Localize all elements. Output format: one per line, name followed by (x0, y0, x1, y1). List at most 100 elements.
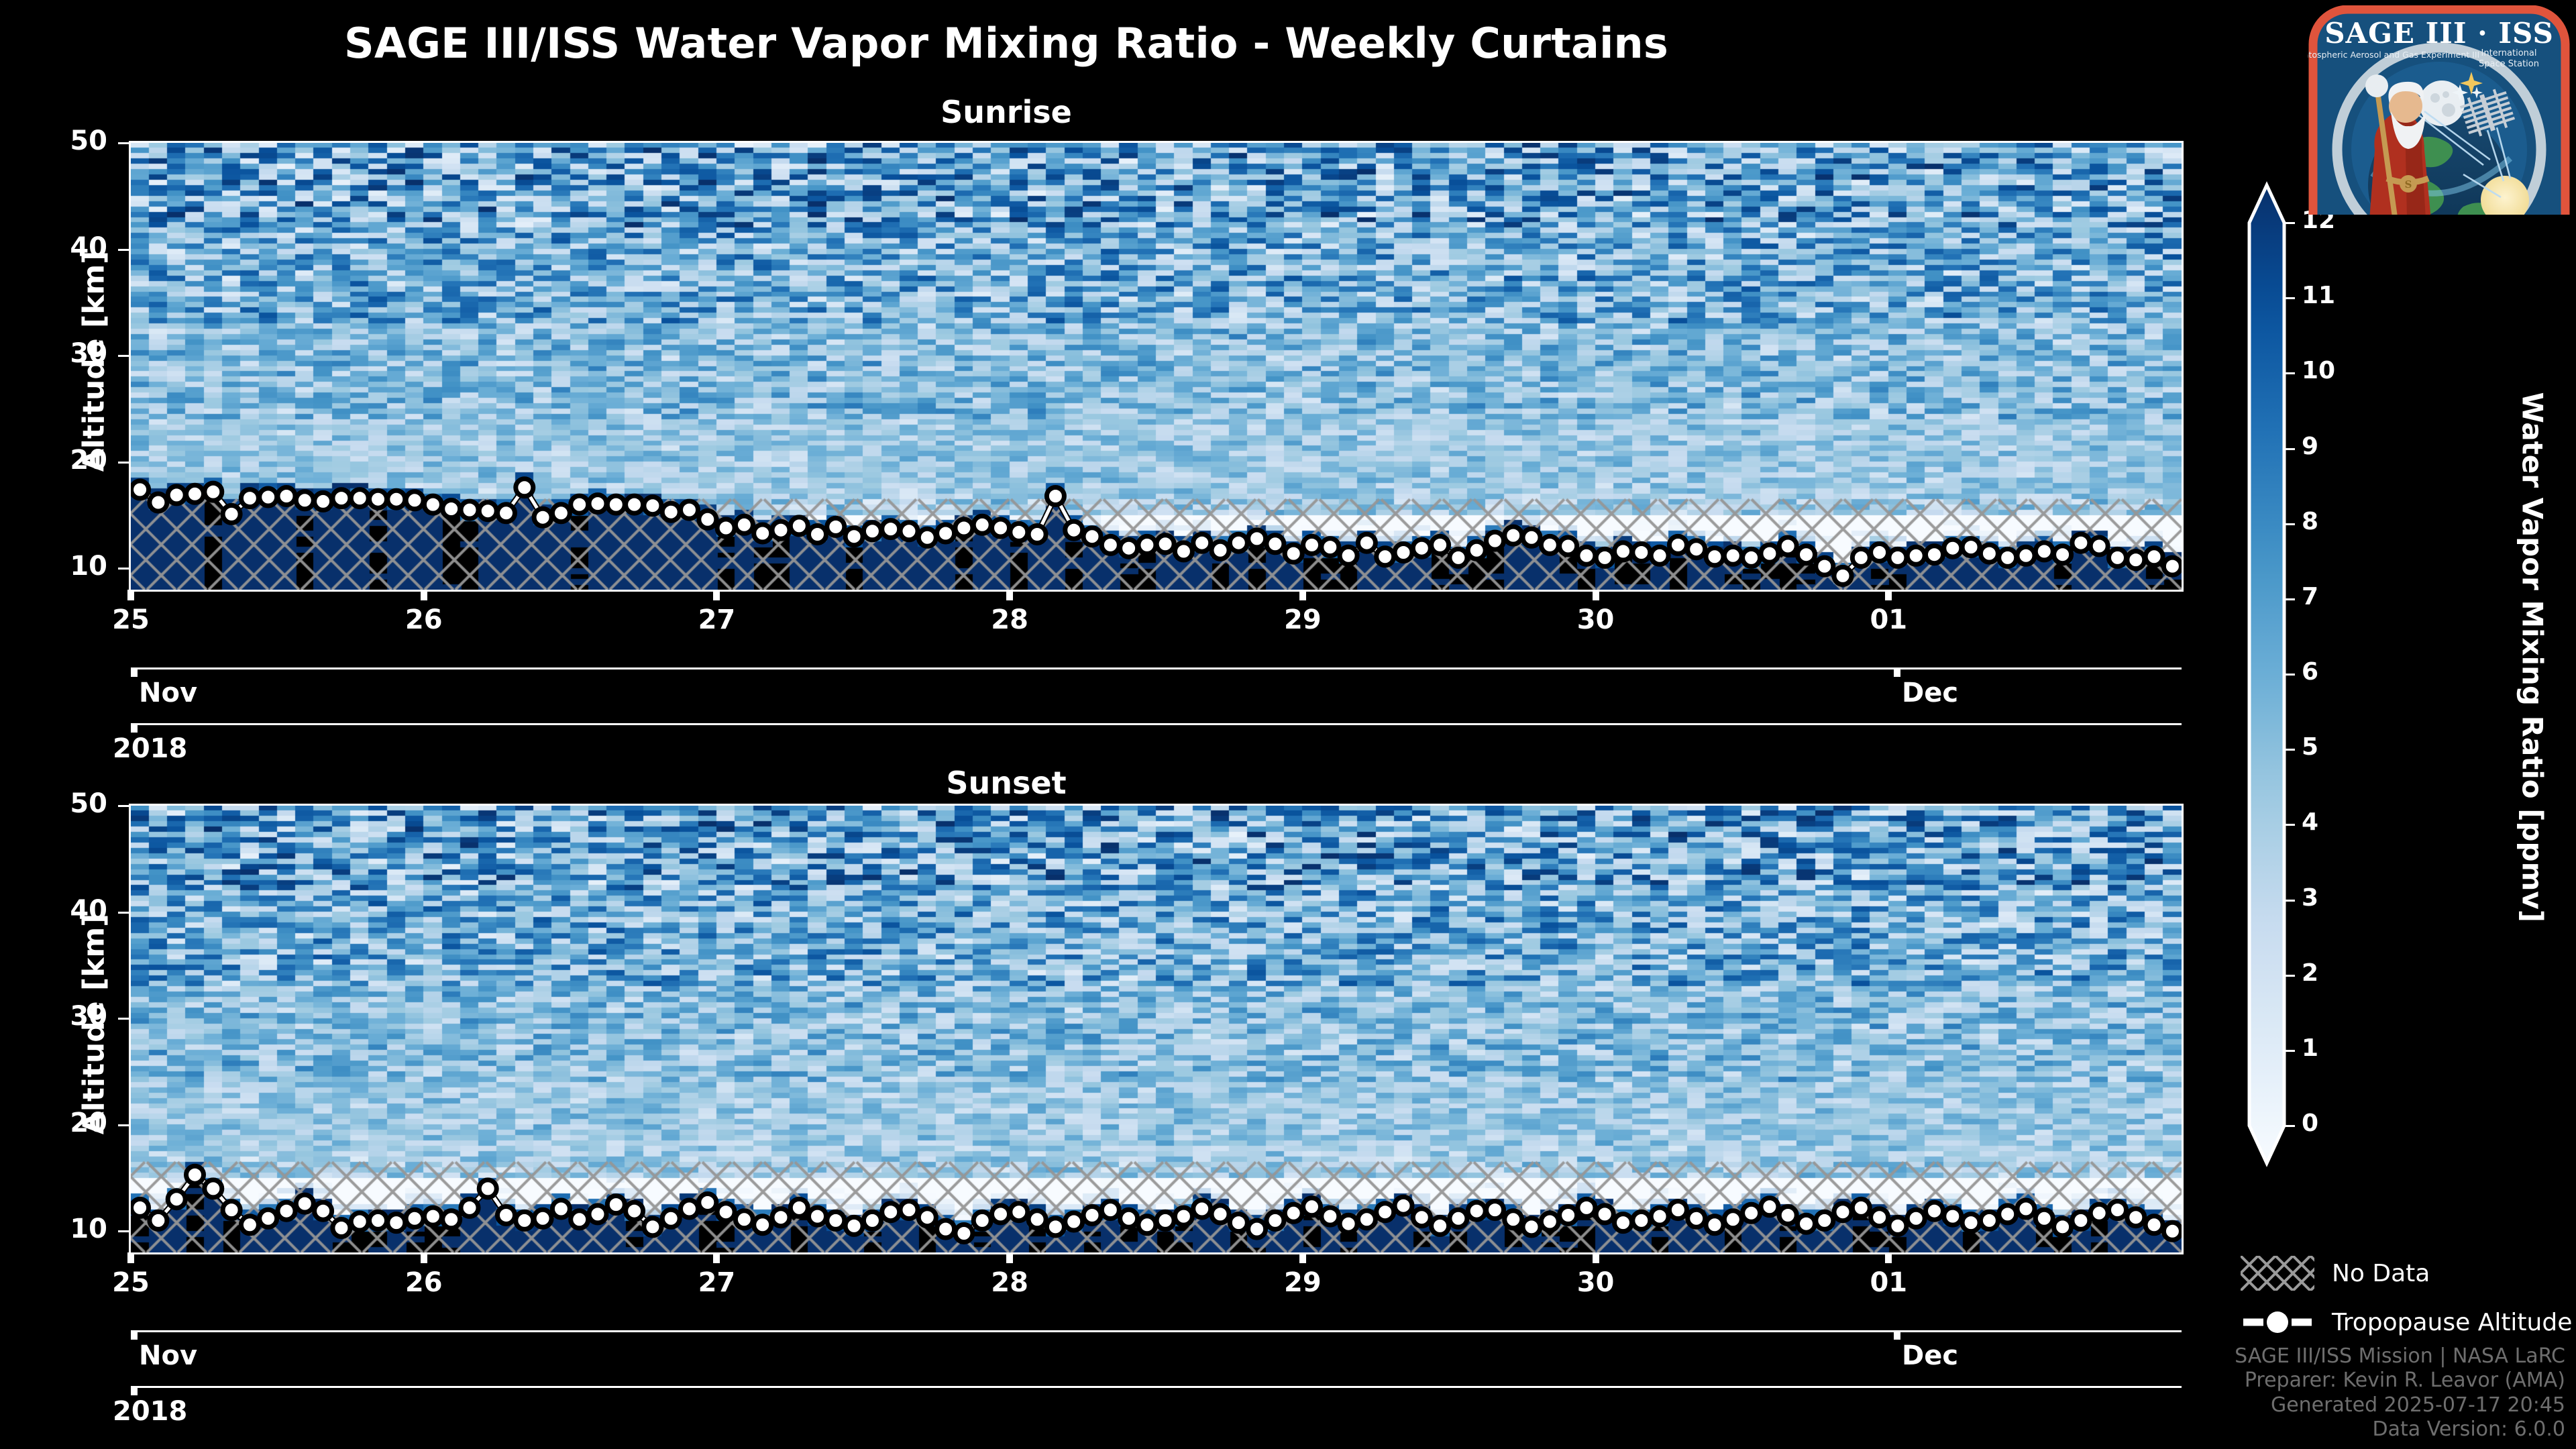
tropopause-marker (1227, 1212, 1250, 1234)
tropopause-marker (1136, 1214, 1159, 1236)
tropopause-marker (348, 487, 371, 510)
tropopause-marker (714, 517, 737, 539)
tropopause-marker (1520, 1216, 1543, 1238)
tropopause-marker (1410, 537, 1433, 559)
tropopause-marker (1776, 535, 1799, 557)
tropopause-marker (1227, 531, 1250, 554)
tropopause-marker (1374, 545, 1397, 568)
tropopause-marker (165, 1188, 188, 1211)
tropopause-marker (1044, 1216, 1067, 1238)
tropopause-marker (403, 1207, 426, 1230)
y-tick-label-20: 20 (70, 1107, 107, 1138)
tropopause-marker (513, 476, 536, 499)
tropopause-marker (131, 1196, 152, 1219)
tropopause-marker (1538, 533, 1561, 556)
tropopause-marker (659, 1207, 682, 1230)
tropopause-marker (1831, 564, 1854, 587)
x-tick-label-30: 30 (1576, 604, 1615, 635)
colorbar-tick-mark-4 (2284, 824, 2295, 826)
tropopause-marker (2161, 555, 2182, 578)
tropopause-marker (1246, 1218, 1269, 1240)
tropopause-marker (1557, 535, 1580, 557)
tropopause-marker (1666, 1199, 1689, 1222)
tropopause-marker (971, 513, 994, 536)
year-band-tick-sunrise (131, 723, 138, 733)
year-band-rule-sunrise (131, 723, 2182, 725)
x-tick-label-26: 26 (405, 604, 443, 635)
legend-item-no-data[interactable]: No Data (2241, 1256, 2430, 1291)
colorbar-tick-mark-12 (2284, 222, 2295, 224)
year-band-rule-sunset (131, 1386, 2182, 1388)
tropopause-marker (385, 488, 408, 511)
tropopause-marker (1520, 526, 1543, 549)
x-tick-mark-30 (1592, 590, 1599, 600)
tropopause-marker (989, 517, 1012, 539)
tropopause-marker (2033, 1207, 2055, 1230)
tropopause-marker (549, 502, 572, 525)
x-tick-mark-29 (1299, 1252, 1306, 1263)
tropopause-marker (843, 525, 865, 548)
svg-text:SAGE III · ISS: SAGE III · ISS (2324, 17, 2554, 50)
year-label-sunrise: 2018 (113, 733, 188, 764)
tropopause-marker (202, 1177, 225, 1200)
tropopause-marker (1447, 1207, 1470, 1230)
tropopause-marker (934, 1218, 957, 1240)
tropopause-marker (1886, 1214, 1909, 1237)
tropopause-marker (1960, 536, 1982, 559)
tropopause-marker (1264, 1209, 1287, 1232)
tropopause-marker (1392, 541, 1415, 564)
tropopause-marker (403, 489, 426, 512)
tropopause-marker (1355, 531, 1378, 554)
tropopause-marker (1868, 1206, 1891, 1229)
month-band-tick-nov-sunset (131, 1330, 138, 1340)
tropopause-marker (476, 500, 499, 523)
tropopause-marker (1410, 1206, 1433, 1229)
colorbar-tick-label-5: 5 (2302, 733, 2319, 761)
legend-item-tropopause[interactable]: Tropopause Altitude (2241, 1305, 2572, 1340)
footer-line-mission: SAGE III/ISS Mission | NASA LaRC (2235, 1344, 2565, 1368)
tropopause-marker (2125, 549, 2147, 572)
panel-title-sunrise: Sunrise (941, 94, 1072, 130)
tropopause-marker (1685, 1207, 1708, 1230)
tropopause-marker (1923, 543, 1945, 566)
tropopause-marker (257, 486, 280, 508)
tropopause-marker (1941, 537, 1964, 559)
tropopause-marker (1996, 546, 2019, 569)
tropopause-marker (1502, 524, 1525, 547)
tropopause-marker (1154, 533, 1177, 555)
x-tick-mark-28 (1006, 590, 1014, 600)
tropopause-marker (1063, 519, 1085, 541)
tropopause-marker (2125, 1206, 2147, 1229)
heatmap-panel-sunset[interactable] (131, 806, 2182, 1252)
tropopause-marker (476, 1177, 499, 1200)
x-tick-label-29: 29 (1284, 1267, 1322, 1298)
tropopause-marker (1721, 544, 1744, 567)
colorbar-tick-label-1: 1 (2302, 1034, 2319, 1062)
y-tick-label-20: 20 (70, 444, 107, 476)
panel-title-sunset: Sunset (946, 765, 1067, 801)
tropopause-marker (971, 1209, 994, 1232)
tropopause-marker (531, 506, 554, 529)
tropopause-marker (586, 492, 609, 515)
tropopause-marker (696, 1191, 719, 1214)
tropopause-marker (330, 487, 353, 510)
colorbar[interactable]: 12 11 10 9 8 7 6 5 4 3 2 1 0 (2231, 181, 2432, 1187)
tropopause-marker (1282, 1201, 1305, 1224)
tropopause-marker (458, 498, 481, 521)
heatmap-panel-sunrise[interactable] (131, 143, 2182, 590)
tropopause-marker (2070, 1209, 2092, 1232)
x-tick-mark-25 (127, 1252, 134, 1263)
tropopause-marker (1191, 1197, 1214, 1220)
tropopause-marker (1081, 1204, 1104, 1226)
colorbar-tick-mark-7 (2284, 598, 2295, 600)
y-tick-label-40: 40 (70, 231, 107, 263)
x-tick-label-27: 27 (698, 604, 736, 635)
tropopause-marker (678, 1197, 700, 1220)
tropopause-marker (1813, 555, 1836, 578)
tropopause-marker (769, 519, 792, 541)
tropopause-marker (1575, 1196, 1598, 1219)
tropopause-marker (1593, 546, 1616, 569)
tropopause-marker (2088, 535, 2110, 557)
tropopause-marker (1703, 1214, 1726, 1236)
no-data-hatch-icon (2241, 1256, 2314, 1291)
